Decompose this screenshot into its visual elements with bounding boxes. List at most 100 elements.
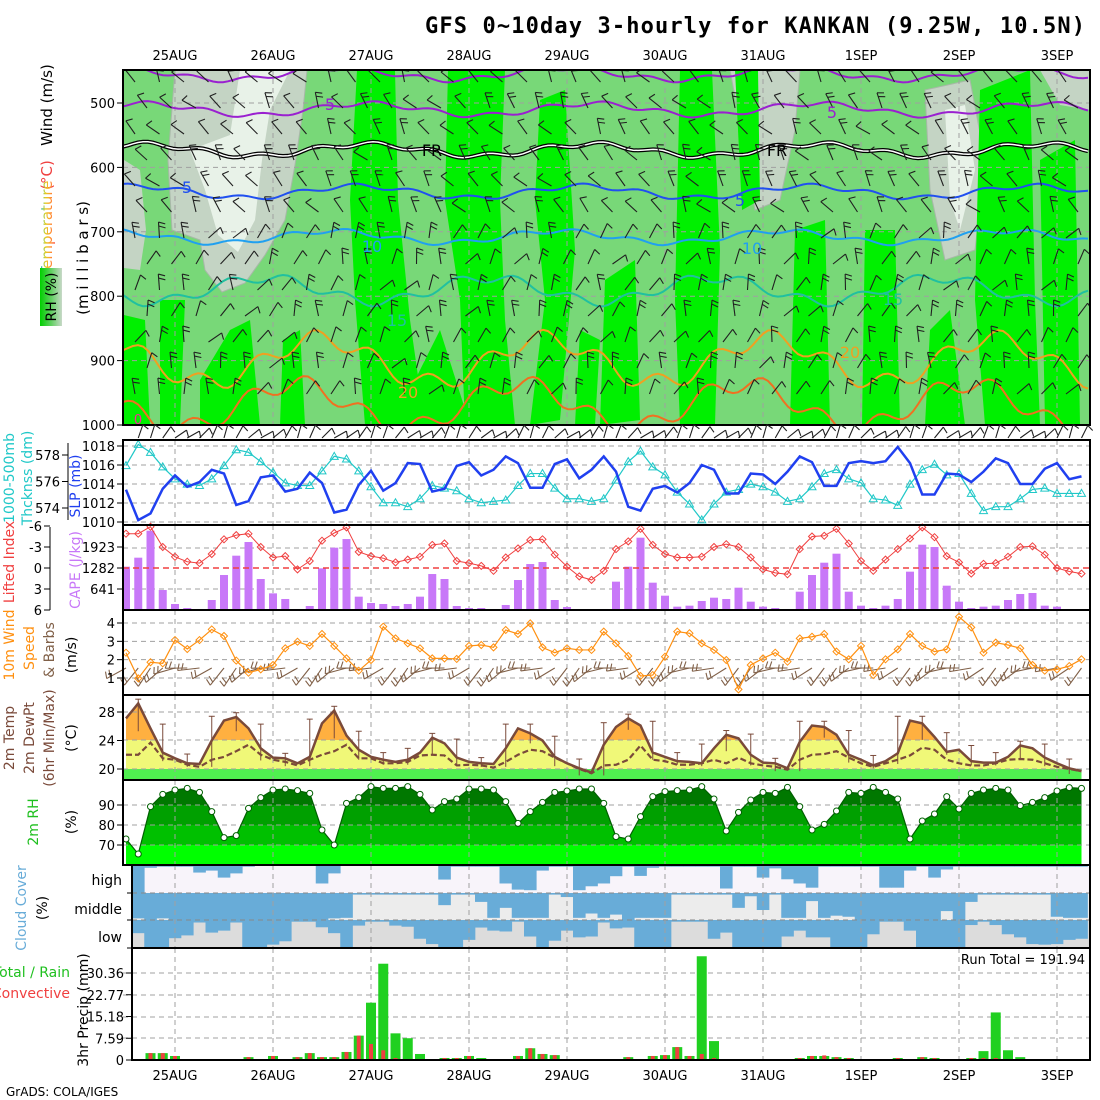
wind-speed-marker	[391, 634, 400, 643]
legend-convective: Convective	[0, 986, 70, 1002]
wind-barb	[440, 352, 444, 369]
wind-barb	[979, 352, 986, 369]
wind-barb	[438, 248, 442, 265]
wind-barb-flag	[728, 378, 735, 385]
wind-barb-flag	[770, 198, 777, 204]
precip-convective-bar	[895, 1057, 900, 1060]
wind-barb-flag	[887, 170, 895, 172]
wind-barb	[575, 327, 584, 343]
wind-barb-flag	[920, 381, 928, 387]
wind-barb-flag	[962, 673, 966, 681]
wind-barb	[480, 429, 493, 439]
thickness-marker	[990, 501, 1001, 511]
cloud-cover-cell	[1063, 920, 1076, 940]
li-marker	[660, 549, 670, 559]
wind-barb	[808, 354, 818, 369]
wind-barb-flag	[896, 196, 904, 201]
wind-barb-flag	[576, 377, 584, 381]
wind-barb	[925, 667, 947, 674]
wind-barb-flag	[333, 221, 341, 227]
temp-fill-cool	[123, 769, 1082, 780]
cloud-cover-cell	[205, 920, 219, 933]
wind-barb	[869, 275, 877, 291]
wind-speed-marker	[342, 654, 351, 663]
cape-bar	[526, 564, 535, 610]
wind-speed-marker	[918, 641, 927, 651]
rh-marker	[833, 807, 840, 815]
wind-barb	[921, 424, 928, 439]
wind-barb	[1003, 351, 1006, 369]
wind-barb	[330, 380, 341, 395]
wind-barb	[232, 378, 236, 395]
wind-barb	[354, 274, 361, 291]
wind-barb-flag	[362, 672, 365, 680]
tick-label: 1010	[82, 516, 115, 531]
wind-barb-flag	[135, 196, 143, 201]
cloud-cover-cell	[291, 893, 304, 920]
cape-bar	[146, 530, 155, 610]
wind-barb	[305, 202, 319, 213]
wind-barb	[137, 424, 144, 439]
wind-barb	[490, 71, 503, 83]
wind-barb	[650, 199, 662, 213]
wind-barb	[538, 355, 550, 369]
wind-barb-flag	[287, 222, 294, 228]
wind-barb	[603, 424, 609, 439]
cape-bar	[563, 606, 571, 610]
cape-bar	[942, 585, 951, 610]
wind-barb-flag	[476, 425, 482, 432]
cape-bar	[734, 587, 743, 610]
wind-barb-flag	[639, 303, 646, 309]
cloud-cover-cell	[560, 920, 574, 931]
rh-fill-band	[145, 805, 1082, 825]
wind-barb-flag	[425, 325, 433, 328]
wind-barb-flag	[942, 426, 948, 434]
thickness-marker	[219, 460, 229, 470]
wind-barb-flag	[305, 198, 312, 203]
cloud-cover-cell	[132, 865, 145, 893]
wind-barb-flag	[358, 196, 366, 200]
cape-bar	[452, 606, 461, 610]
date-label-top: 30AUG	[642, 49, 687, 64]
li-marker	[256, 542, 265, 552]
cape-bar	[416, 596, 424, 610]
wind-barb-flag	[203, 249, 210, 256]
wind-barb-flag	[659, 355, 667, 358]
wind-barb-flag	[753, 665, 756, 674]
wind-barb	[621, 70, 626, 83]
wind-barb-flag	[403, 426, 409, 434]
wind-barb-flag	[383, 92, 391, 95]
date-label-bottom: 30AUG	[642, 1069, 687, 1084]
rh-marker	[232, 832, 240, 840]
precip-convective-bar	[516, 1055, 520, 1060]
wind-barb	[501, 378, 506, 395]
saturated-region	[735, 70, 760, 210]
wind-barb-flag	[389, 199, 397, 202]
li-marker	[648, 540, 657, 550]
cloud-cover-cell	[695, 893, 709, 895]
contour-label: 5	[325, 95, 335, 114]
saturated-region	[124, 315, 150, 425]
wind-barb-flag	[220, 351, 228, 355]
wind-barb	[171, 250, 182, 265]
wind-barb-flag	[548, 66, 555, 67]
wind-barb	[923, 93, 932, 109]
li-marker	[1052, 563, 1062, 573]
wind-barb	[943, 280, 957, 291]
wind-barb	[333, 146, 344, 161]
wind-barb-flag	[639, 299, 647, 305]
wind-barb	[484, 92, 491, 109]
wind-barb	[186, 430, 200, 439]
wind-barb	[896, 667, 911, 687]
wind-barb	[1068, 424, 1074, 439]
wind-barb	[617, 119, 626, 135]
temp-fill-mild	[126, 740, 1073, 769]
cape-bar	[722, 598, 731, 610]
wind-barb-flag	[868, 325, 876, 329]
wind-barb	[663, 121, 675, 135]
wind-barb-flag	[194, 355, 202, 359]
wind-barb-flag	[984, 118, 992, 121]
tick-label: 900	[90, 355, 115, 370]
cloud-cover-cell	[989, 920, 1003, 926]
